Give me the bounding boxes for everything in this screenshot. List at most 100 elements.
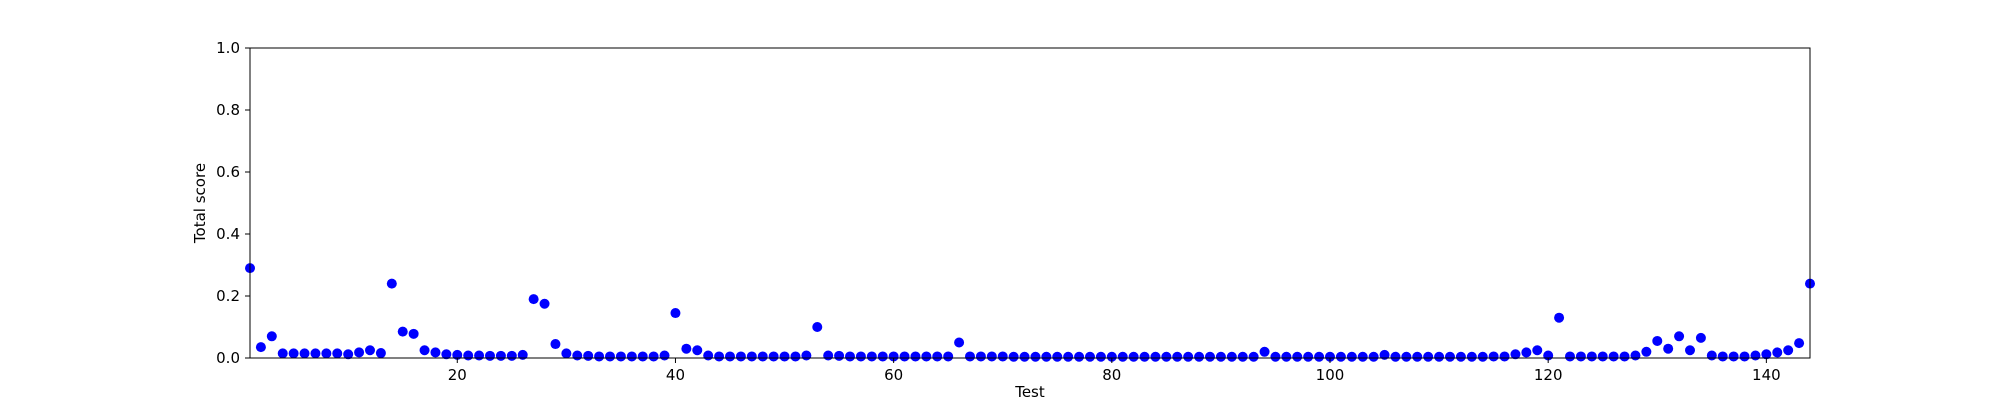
data-point (714, 351, 724, 361)
data-point (430, 347, 440, 357)
data-point (1020, 352, 1030, 362)
data-point (1652, 336, 1662, 346)
data-point (965, 351, 975, 361)
data-point (900, 351, 910, 361)
data-point (769, 351, 779, 361)
data-point (605, 351, 615, 361)
data-point (1434, 352, 1444, 362)
data-point (561, 348, 571, 358)
data-point (507, 351, 517, 361)
data-point (289, 348, 299, 358)
y-axis-label: Total score (191, 163, 209, 244)
data-point (856, 351, 866, 361)
data-point (1532, 345, 1542, 355)
data-point (1314, 352, 1324, 362)
data-point (1412, 352, 1422, 362)
data-point (1554, 313, 1564, 323)
data-point (638, 351, 648, 361)
data-point (267, 331, 277, 341)
data-point (758, 351, 768, 361)
data-point (365, 345, 375, 355)
data-point (1620, 351, 1630, 361)
data-point (867, 351, 877, 361)
data-point (1718, 351, 1728, 361)
x-tick-label: 40 (666, 366, 685, 384)
data-point (1281, 352, 1291, 362)
data-point (823, 351, 833, 361)
data-point (256, 342, 266, 352)
data-point (1500, 351, 1510, 361)
data-point (1609, 351, 1619, 361)
data-point (1085, 352, 1095, 362)
data-point (1794, 338, 1804, 348)
data-point (943, 351, 953, 361)
data-point (474, 351, 484, 361)
data-point (1150, 352, 1160, 362)
data-point (1063, 352, 1073, 362)
data-point (1423, 352, 1433, 362)
data-point (660, 351, 670, 361)
data-point (1707, 351, 1717, 361)
data-point (310, 348, 320, 358)
data-point (463, 351, 473, 361)
data-point (332, 348, 342, 358)
data-point (321, 348, 331, 358)
data-point (1630, 351, 1640, 361)
data-point (1096, 352, 1106, 362)
data-point (790, 351, 800, 361)
data-point (1030, 352, 1040, 362)
data-point (1696, 333, 1706, 343)
data-point (1674, 331, 1684, 341)
data-point (921, 351, 931, 361)
data-point (1292, 352, 1302, 362)
data-point (954, 338, 964, 348)
data-point (910, 351, 920, 361)
x-tick-label: 20 (448, 366, 467, 384)
data-point (1358, 352, 1368, 362)
data-point (387, 279, 397, 289)
x-tick-label: 140 (1752, 366, 1781, 384)
data-point (801, 351, 811, 361)
y-tick-label: 0.4 (216, 225, 240, 243)
data-point (1685, 345, 1695, 355)
data-point (649, 351, 659, 361)
data-point (627, 351, 637, 361)
data-point (1118, 352, 1128, 362)
data-point (703, 351, 713, 361)
data-point (1347, 352, 1357, 362)
data-point (780, 351, 790, 361)
data-point (572, 351, 582, 361)
data-point (1390, 352, 1400, 362)
data-point (420, 345, 430, 355)
data-point (1270, 352, 1280, 362)
data-point (1663, 344, 1673, 354)
data-point (1565, 351, 1575, 361)
data-point (1783, 345, 1793, 355)
data-point (1041, 352, 1051, 362)
data-point (1216, 352, 1226, 362)
data-point (1052, 352, 1062, 362)
data-point (998, 351, 1008, 361)
data-point (1772, 347, 1782, 357)
data-point (1183, 352, 1193, 362)
data-point (278, 348, 288, 358)
data-point (1521, 347, 1531, 357)
data-point (1598, 351, 1608, 361)
y-tick-label: 1.0 (216, 39, 240, 57)
y-tick-label: 0.2 (216, 287, 240, 305)
data-point (976, 351, 986, 361)
data-point (300, 348, 310, 358)
x-axis-label: Test (1014, 383, 1045, 400)
data-point (540, 299, 550, 309)
data-point (409, 329, 419, 339)
data-point (594, 351, 604, 361)
data-point (1401, 352, 1411, 362)
data-point (932, 351, 942, 361)
data-point (398, 327, 408, 337)
data-point (1260, 347, 1270, 357)
data-point (1205, 352, 1215, 362)
data-point (1478, 352, 1488, 362)
data-point (1467, 352, 1477, 362)
data-point (1140, 352, 1150, 362)
